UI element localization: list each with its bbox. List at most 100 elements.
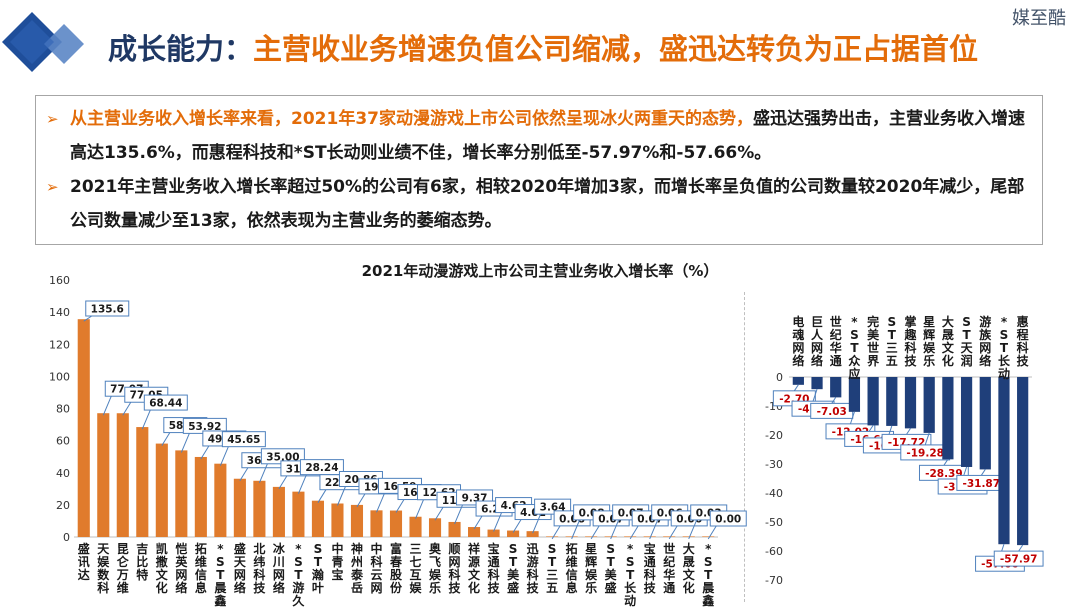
- data-label-leader: [239, 467, 249, 482]
- y-tick-label: 160: [49, 274, 70, 287]
- y-tick-label: 60: [56, 435, 70, 448]
- bar: [979, 377, 991, 470]
- logo-diamonds: [2, 12, 84, 72]
- x-tick-label: 祥源文化: [468, 541, 481, 595]
- data-label-leader: [512, 519, 522, 533]
- x-tick-label: 迅游科技: [527, 542, 540, 595]
- y-tick-label: -30: [765, 458, 783, 471]
- data-label-leader: [924, 432, 930, 446]
- bullet-arrow-icon: ➢: [46, 110, 59, 128]
- x-tick-label: 盛讯达: [78, 541, 90, 582]
- bar: [923, 377, 935, 433]
- y-tick-label: 20: [56, 499, 70, 512]
- x-tick-label: 天娱数科: [97, 542, 110, 595]
- x-tick-label: 电魂网络: [792, 314, 804, 368]
- y-tick-label: -50: [765, 516, 783, 529]
- data-label-box: [85, 300, 130, 317]
- x-tick-label: 吉比特: [136, 541, 148, 582]
- x-tick-label: S T 天润: [961, 315, 974, 368]
- bar: [468, 527, 481, 537]
- data-label-leader: [688, 519, 698, 540]
- y-tick-label: 0: [63, 531, 70, 544]
- y-tick-label: -20: [765, 429, 783, 442]
- data-label-leader: [219, 446, 229, 466]
- summary-paragraph-1: ➢ 从主营业务收入增长率来看，2021年37家动漫游戏上市公司依然呈现冰火两重天…: [46, 102, 1032, 170]
- x-tick-label: 恺英网络: [175, 541, 188, 595]
- data-label-leader: [102, 396, 112, 416]
- data-label-box: [143, 394, 188, 411]
- bar: [792, 377, 804, 385]
- data-label: 4.62: [501, 500, 527, 512]
- bar: [428, 518, 442, 537]
- x-tick-label: 宝通科技: [488, 541, 501, 595]
- data-label-leader: [571, 519, 581, 540]
- bar: [526, 531, 539, 537]
- x-tick-label: S T 美盛: [605, 542, 618, 595]
- bar: [331, 503, 344, 537]
- bar: [175, 450, 188, 537]
- page-title: 成长能力：主营收业务增速负值公司缩减，盛迅达转负为正占据首位: [108, 32, 979, 66]
- data-label-leader: [532, 513, 542, 534]
- data-label-leader: [278, 475, 288, 490]
- x-tick-label: 凯撒文化: [156, 541, 169, 595]
- bar: [702, 536, 715, 537]
- x-tick-label: S T 瀚叶: [312, 542, 324, 595]
- x-tick-label: 巨人网络: [811, 315, 824, 368]
- data-label-leader: [161, 432, 171, 446]
- data-label: 68.44: [149, 398, 182, 410]
- bar: [643, 536, 656, 537]
- data-label-leader: [649, 519, 659, 540]
- x-tick-label: 中青宝: [331, 541, 343, 582]
- bar: [292, 491, 305, 537]
- data-label: 0.00: [715, 514, 741, 526]
- data-label-leader: [793, 384, 799, 392]
- x-tick-label: 掌趣科技: [903, 314, 917, 368]
- y-tick-label: 0: [776, 371, 783, 384]
- bar: [253, 480, 266, 537]
- chart-title: 2021年动漫游戏上市公司主营业务收入增长率（%）: [362, 262, 719, 280]
- bar: [194, 456, 207, 537]
- data-label: 28.24: [305, 462, 338, 474]
- bar: [848, 377, 861, 412]
- bar: [97, 413, 110, 537]
- bar: [604, 536, 617, 537]
- data-label-leader: [493, 512, 503, 532]
- y-tick-label: -70: [765, 574, 783, 587]
- bar: [585, 536, 598, 537]
- data-label: -31.87: [962, 478, 1000, 490]
- data-label-box: [709, 510, 747, 527]
- data-label-leader: [629, 525, 639, 540]
- x-tick-label: * S T 晨鑫: [213, 542, 227, 608]
- y-tick-label: 120: [49, 338, 70, 351]
- data-label-leader: [906, 428, 911, 435]
- data-label: 53.92: [188, 421, 221, 433]
- data-label-leader: [356, 493, 366, 508]
- data-label-leader: [258, 463, 268, 483]
- summary-paragraph-2: ➢ 2021年主营业务收入增长率超过50%的公司有6家，相较2020年增加3家，…: [46, 170, 1032, 238]
- bar: [214, 463, 227, 537]
- bar: [233, 478, 246, 537]
- x-tick-label: 冰川网络: [272, 541, 286, 595]
- data-label-leader: [141, 409, 151, 430]
- bar: [830, 377, 842, 398]
- data-label-leader: [415, 499, 424, 519]
- x-tick-label: 昆仑万维: [116, 542, 130, 595]
- x-tick-label: 大晟文化: [683, 541, 696, 595]
- x-tick-label: * S T 长动: [998, 315, 1011, 381]
- y-tick-label: 40: [56, 467, 70, 480]
- x-tick-label: 顺网科技: [449, 541, 462, 595]
- bullet-arrow-icon: ➢: [46, 178, 59, 196]
- bar: [448, 521, 461, 537]
- x-tick-label: * S T 众应: [848, 315, 861, 381]
- data-label: -57.97: [1000, 554, 1038, 566]
- bar: [389, 510, 403, 537]
- y-tick-label: 100: [49, 370, 70, 383]
- data-label: 45.65: [227, 434, 260, 446]
- x-tick-label: 拓维信息: [566, 541, 578, 595]
- x-tick-label: * S T 晨鑫: [701, 542, 715, 608]
- data-label-leader: [473, 515, 483, 530]
- data-label-leader: [943, 459, 949, 466]
- bar: [960, 377, 973, 467]
- bar: [546, 536, 559, 537]
